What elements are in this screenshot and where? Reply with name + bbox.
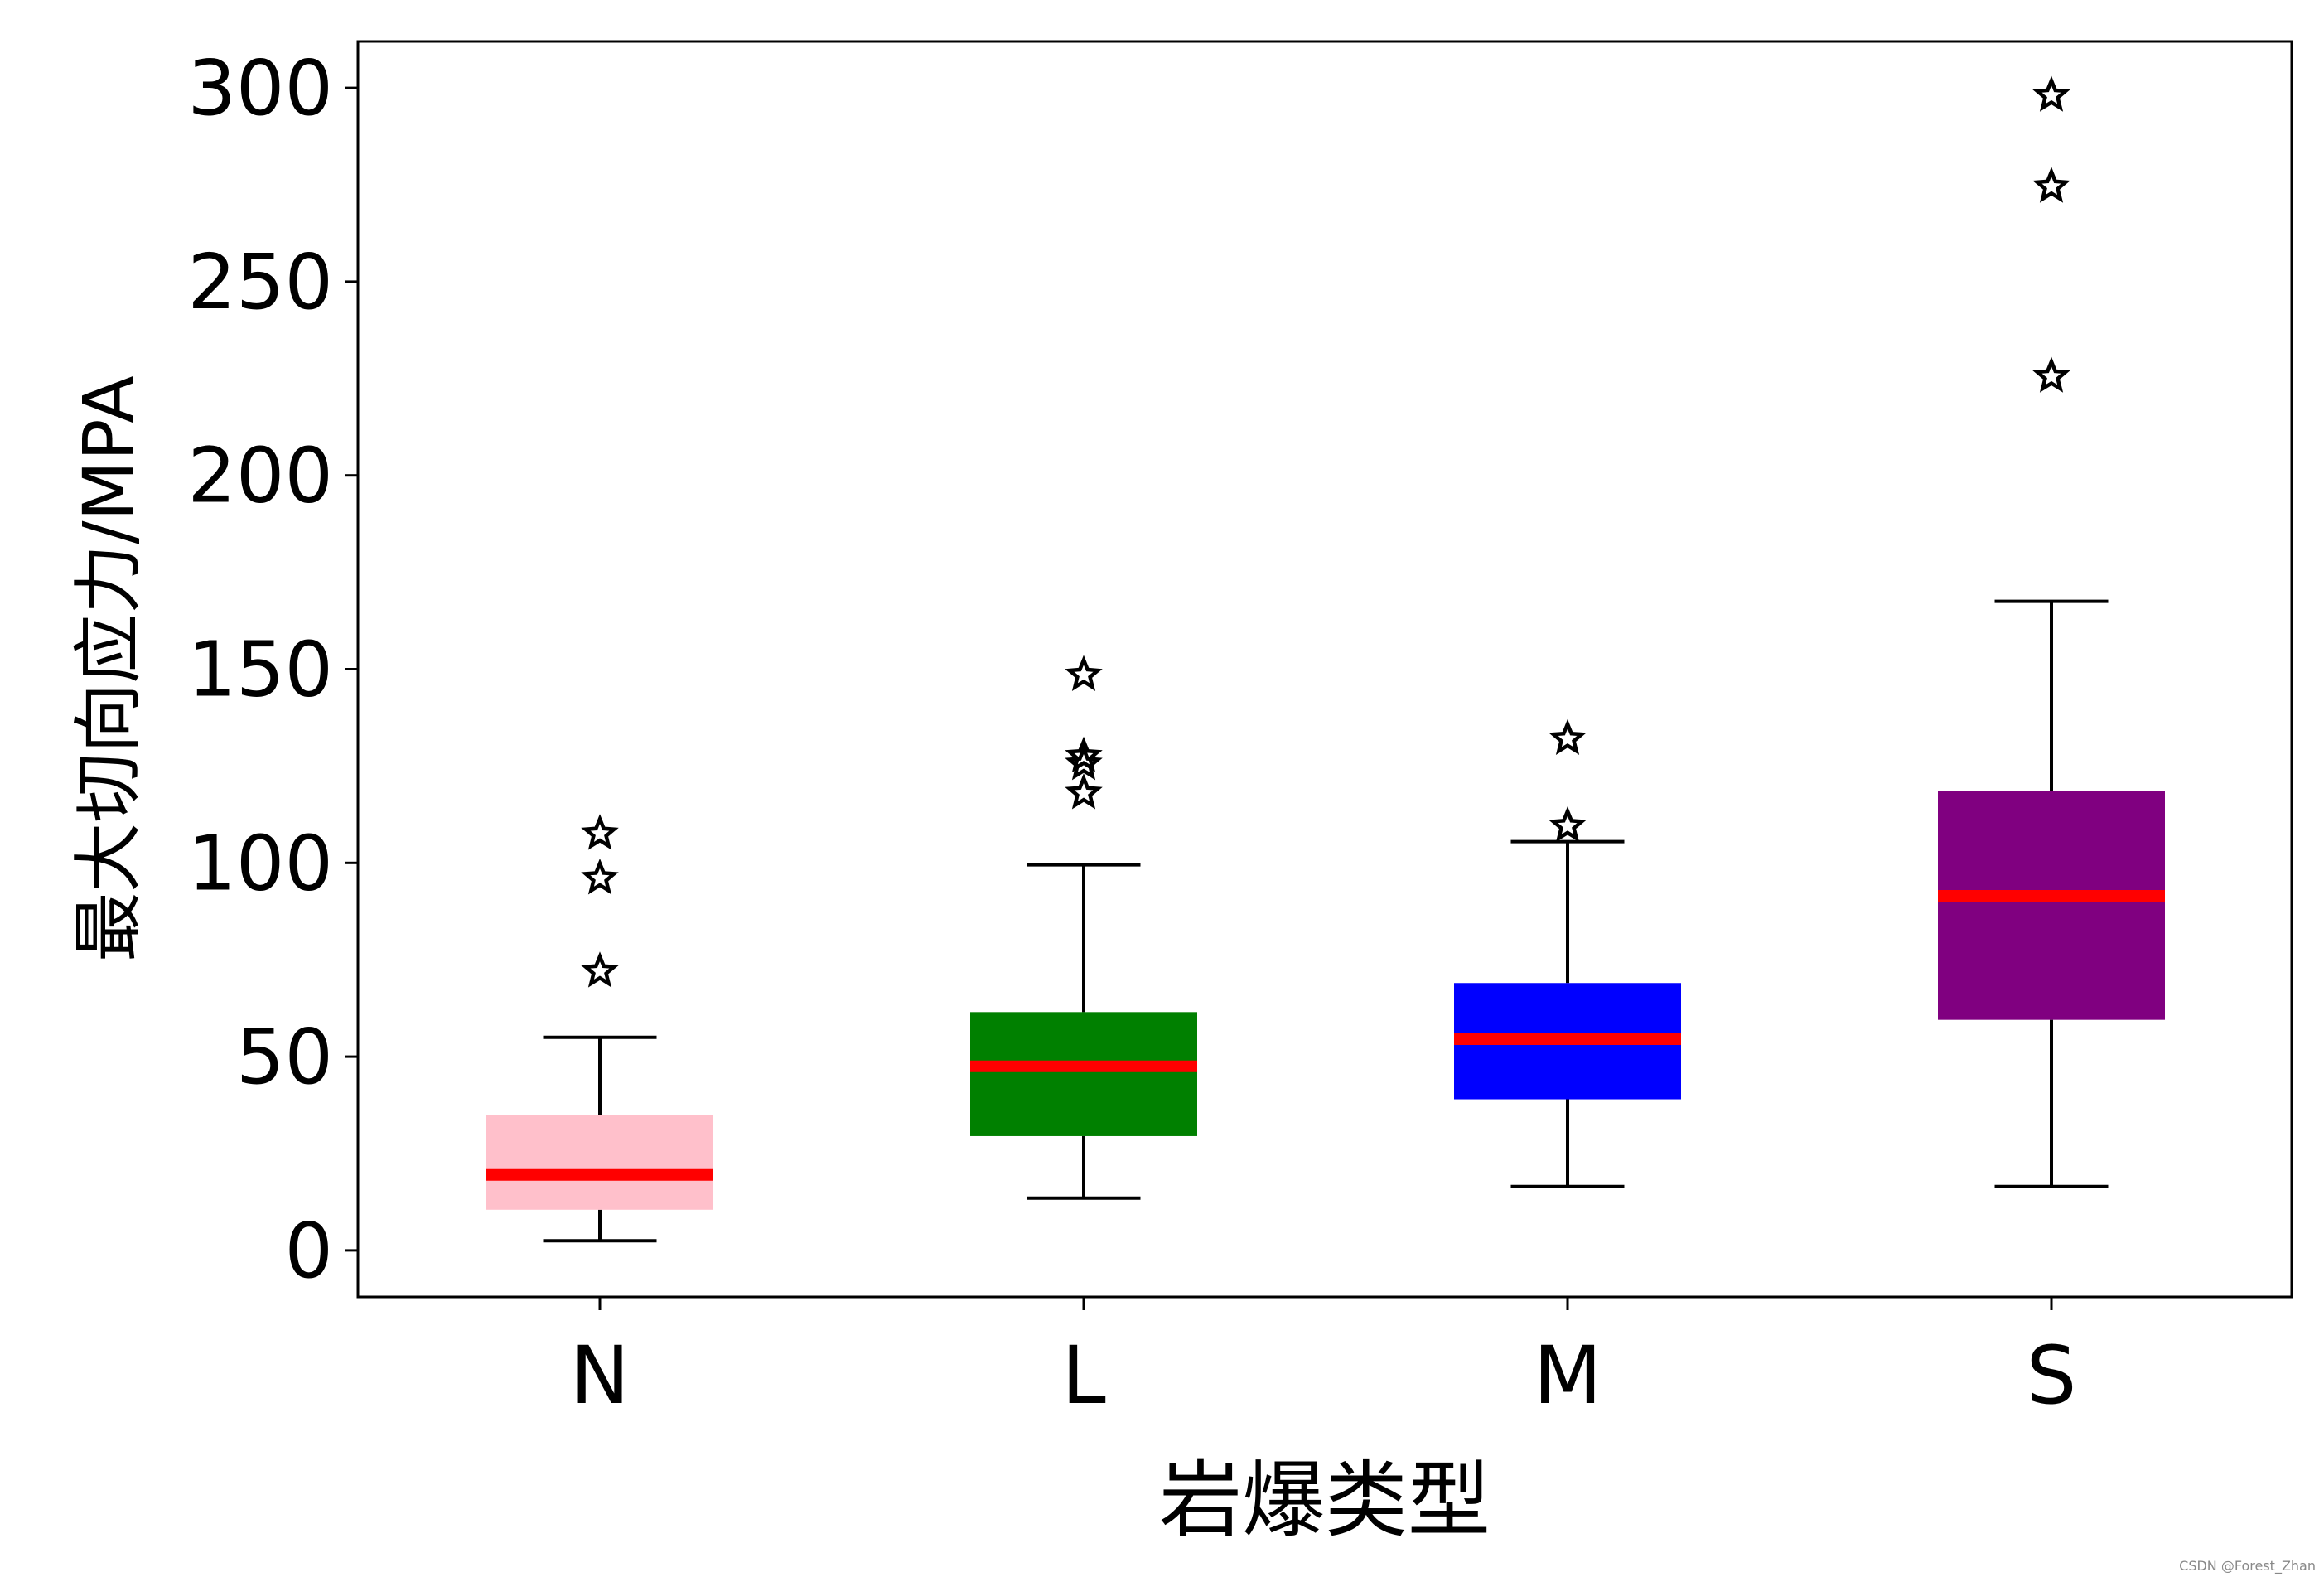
x-axis-title: 岩爆类型 — [1159, 1452, 1491, 1549]
outlier-star-icon — [2032, 75, 2070, 112]
box-group-L — [970, 655, 1197, 1200]
y-tick-label: 0 — [284, 1207, 333, 1295]
box-group-M — [1454, 718, 1681, 1188]
outlier-star-icon — [2032, 167, 2070, 203]
y-axis: 0 50 100 150 200 250 300 — [187, 44, 358, 1295]
watermark-text: CSDN @Forest_Zhan — [2179, 1558, 2316, 1575]
plot-area — [486, 75, 2165, 1243]
y-tick-label: 200 — [187, 432, 333, 520]
y-tick-label: 150 — [187, 626, 333, 714]
box-group-S — [1938, 75, 2165, 1188]
outlier-star-icon — [1065, 744, 1103, 781]
outlier-star-icon — [1549, 718, 1587, 755]
y-tick-label: 100 — [187, 819, 333, 907]
x-tick-label: S — [2027, 1329, 2077, 1422]
x-tick-label: M — [1534, 1329, 1602, 1422]
box-group-N — [486, 814, 713, 1243]
y-tick-label: 300 — [187, 44, 333, 133]
outlier-star-icon — [581, 951, 619, 988]
y-tick-label: 250 — [187, 238, 333, 327]
outlier-star-icon — [1065, 736, 1103, 773]
outlier-star-icon — [1065, 655, 1103, 691]
outlier-star-icon — [581, 859, 619, 895]
axes-frame — [356, 40, 2293, 1299]
box-N — [486, 1115, 713, 1210]
x-tick-label: N — [570, 1329, 630, 1422]
y-tick-label: 50 — [236, 1013, 333, 1101]
outlier-star-icon — [2032, 356, 2070, 393]
x-tick-label: L — [1061, 1329, 1105, 1422]
outlier-star-icon — [1549, 805, 1587, 843]
outlier-star-icon — [581, 814, 619, 850]
outlier-star-icon — [1065, 773, 1103, 810]
box-S — [1938, 791, 2165, 1020]
y-axis-title: 最大切向应力/MPA — [68, 375, 149, 962]
box-L — [970, 1012, 1197, 1136]
